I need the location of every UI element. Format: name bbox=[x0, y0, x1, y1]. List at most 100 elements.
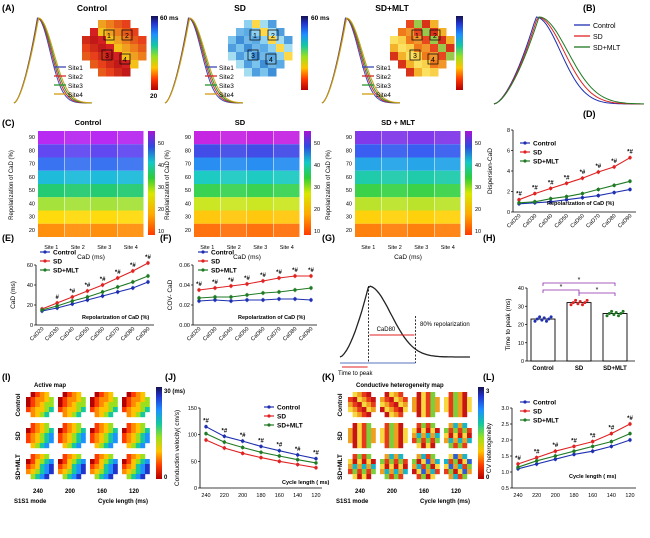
a-site-box-4 bbox=[265, 53, 277, 65]
data-point-2 bbox=[549, 196, 553, 201]
map-cell bbox=[467, 402, 472, 408]
c-ytick: 60 bbox=[346, 175, 352, 181]
c-cell bbox=[38, 144, 64, 158]
c-cell bbox=[194, 157, 220, 171]
map-cell bbox=[348, 407, 353, 413]
map-cell bbox=[26, 397, 31, 403]
map-cell bbox=[135, 459, 141, 465]
map-cell bbox=[71, 438, 77, 444]
data-point-1 bbox=[229, 284, 233, 288]
a-legend-1: Site2 bbox=[376, 74, 391, 81]
a-map-cell bbox=[398, 28, 407, 37]
panel-label-4: (E) bbox=[2, 233, 14, 243]
map-cell bbox=[421, 407, 426, 413]
c-xtick: Site 3 bbox=[414, 245, 428, 251]
map-cell bbox=[58, 433, 63, 439]
map-cell bbox=[416, 428, 422, 434]
c-cell bbox=[91, 184, 117, 198]
map-cell bbox=[462, 469, 468, 475]
ytick-label: 2 bbox=[507, 190, 510, 196]
data-point-1 bbox=[549, 186, 553, 191]
map-cell bbox=[393, 474, 399, 480]
c-cell bbox=[64, 157, 91, 171]
a-site-box-2 bbox=[267, 29, 279, 41]
a-site-number: 3 bbox=[105, 53, 109, 60]
data-point-2 bbox=[100, 290, 105, 294]
map-cell bbox=[430, 464, 436, 470]
map-cell bbox=[62, 454, 68, 460]
a-legend-0: Site1 bbox=[219, 65, 234, 72]
map-blob bbox=[58, 392, 86, 418]
map-cell bbox=[421, 392, 426, 398]
c-cell bbox=[273, 131, 300, 145]
map-cell bbox=[99, 402, 104, 408]
sig-annotation: *# bbox=[515, 456, 521, 462]
legend-label-1: SD bbox=[533, 409, 542, 416]
xtick-label: 160 bbox=[588, 493, 597, 499]
map-cell bbox=[39, 412, 45, 418]
map-cell bbox=[71, 397, 77, 403]
map-cell bbox=[26, 428, 31, 434]
xtick-label: CaD60 bbox=[250, 326, 266, 342]
a-map-cell bbox=[252, 44, 261, 53]
series-line-2 bbox=[41, 275, 149, 311]
map-cell bbox=[131, 454, 136, 460]
map-cell bbox=[113, 464, 118, 470]
data-point-2 bbox=[564, 194, 569, 199]
map-cell bbox=[467, 433, 472, 439]
a-map-cell bbox=[284, 36, 293, 45]
a-map-cell bbox=[446, 36, 455, 45]
xtick-label: CaD30 bbox=[522, 213, 538, 229]
a-map-cell bbox=[98, 36, 107, 45]
map-cell bbox=[448, 474, 454, 480]
map-cell bbox=[462, 407, 468, 413]
data-point-2 bbox=[533, 200, 537, 204]
map-cell bbox=[416, 469, 422, 475]
c-cbar-tick: 50 bbox=[314, 141, 320, 147]
map-cell bbox=[71, 474, 77, 480]
a-map-cell bbox=[244, 60, 253, 69]
data-point-1 bbox=[259, 455, 263, 460]
panel-label-6: (G) bbox=[322, 233, 335, 243]
map-cell bbox=[398, 428, 404, 434]
map-cell bbox=[103, 407, 109, 413]
panel-c: Repolarization of CaD (%) 90 80 70 60 50 40 30 2… bbox=[9, 131, 481, 261]
map-cell bbox=[131, 412, 136, 418]
map-cell bbox=[62, 459, 68, 465]
map-cell bbox=[103, 474, 109, 480]
map-cell bbox=[416, 433, 422, 439]
a-map-cell bbox=[260, 68, 269, 77]
h-point bbox=[545, 319, 548, 323]
map-cell bbox=[453, 438, 458, 444]
a-map-cell bbox=[422, 44, 431, 53]
map-cell bbox=[67, 407, 72, 413]
map-cell bbox=[108, 392, 114, 398]
data-point-0 bbox=[100, 294, 105, 298]
a-map-cell bbox=[398, 36, 407, 45]
data-point-0 bbox=[295, 453, 300, 457]
a-map-cell bbox=[244, 44, 253, 53]
panel-label-2: (C) bbox=[2, 118, 15, 128]
map-cell bbox=[71, 407, 77, 413]
a-site-box-3 bbox=[409, 49, 421, 61]
data-point-0 bbox=[628, 438, 632, 442]
data-point-0 bbox=[116, 290, 120, 294]
data-point-2 bbox=[213, 295, 217, 299]
a-map-cell bbox=[446, 44, 455, 53]
map-cell bbox=[348, 469, 353, 475]
map-cell bbox=[430, 423, 436, 429]
map-cell bbox=[403, 428, 408, 434]
map-cell bbox=[62, 433, 68, 439]
data-point-1 bbox=[245, 282, 249, 286]
a-site-number: 1 bbox=[415, 33, 419, 40]
map-cell bbox=[380, 397, 385, 403]
map-cell bbox=[457, 397, 463, 403]
map-cell bbox=[90, 407, 95, 413]
a-map-cell bbox=[414, 52, 423, 61]
map-cell bbox=[357, 392, 362, 398]
map-cell bbox=[103, 464, 109, 470]
sig-annotation: *# bbox=[276, 443, 282, 449]
map-cell bbox=[462, 464, 468, 470]
data-point-2 bbox=[628, 431, 632, 436]
map-cell bbox=[366, 407, 372, 413]
